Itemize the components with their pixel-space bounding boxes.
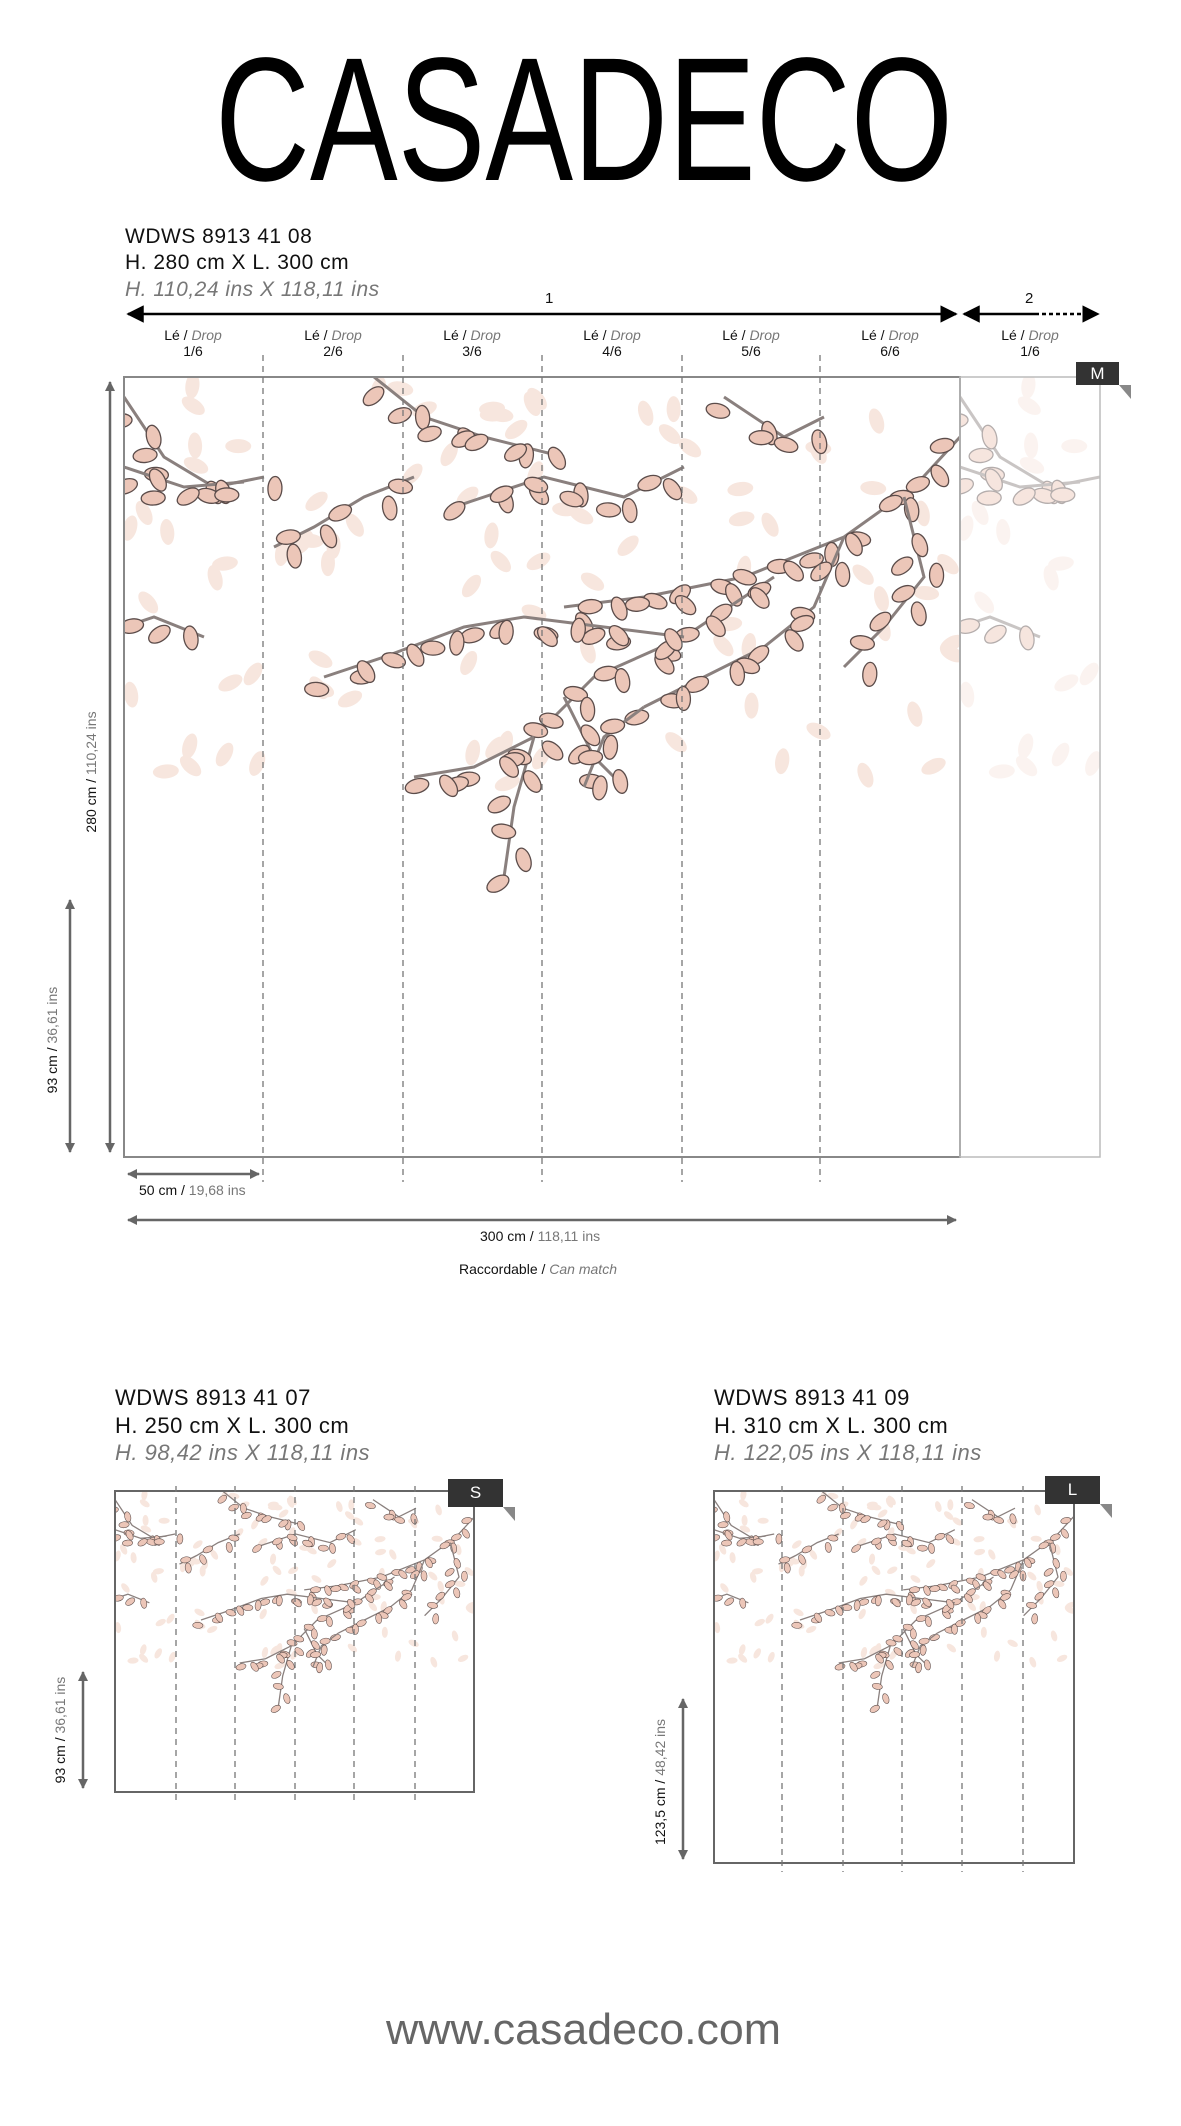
small-repeat-label: 93 cm / 36,61 ins	[52, 1676, 68, 1784]
product-code: WDWS 8913 41 07	[115, 1385, 311, 1410]
large-panel-foliage	[714, 1491, 1074, 1715]
dimensions-ins: H. 110,24 ins X 118,11 ins	[125, 277, 380, 301]
large-repeat-label: 123,5 cm / 48,42 ins	[652, 1718, 668, 1846]
dimensions-ins: H. 98,42 ins X 118,11 ins	[115, 1440, 371, 1465]
product-code: WDWS 8913 41 09	[714, 1385, 910, 1410]
main-spec: WDWS 8913 41 08 H. 280 cm X L. 300 cm H.…	[125, 224, 380, 303]
main-panel-foliage	[124, 377, 1100, 898]
size-badge-m: M	[1076, 362, 1131, 399]
brand-logo: CASADECO	[215, 22, 953, 218]
repeat-label-1: 1	[545, 290, 554, 307]
drop-label: Lé / Drop 1/6	[1001, 327, 1059, 359]
dimensions-cm: H. 250 cm X L. 300 cm	[115, 1412, 350, 1438]
pattern-repeat-label: 93 cm / 36,61 ins	[44, 986, 60, 1094]
drop-lines	[262, 355, 821, 1182]
large-panel-frame	[713, 1490, 1075, 1864]
small-panel-foliage	[115, 1491, 474, 1715]
drop-label: Lé / Drop 4/6	[583, 327, 641, 359]
product-code: WDWS 8913 41 08	[125, 225, 313, 248]
large-spec: WDWS 8913 41 09 H. 310 cm X L. 300 cm H.…	[714, 1384, 982, 1467]
small-spec: WDWS 8913 41 07 H. 250 cm X L. 300 cm H.…	[115, 1384, 370, 1467]
drop-label: Lé / Drop 2/6	[304, 327, 362, 359]
drop-label: Lé / Drop 6/6	[861, 327, 919, 359]
height-label: 280 cm / 110,24 ins	[83, 711, 99, 833]
repeat-label-2: 2	[1025, 290, 1034, 307]
drop-label: Lé / Drop 3/6	[443, 327, 501, 359]
website-url: www.casadeco.com	[385, 2005, 781, 2054]
dimensions-cm: H. 280 cm X L. 300 cm	[125, 251, 350, 275]
size-badge-s: S	[448, 1479, 515, 1521]
total-width-label: 300 cm / 118,11 ins	[480, 1228, 601, 1244]
size-badge-l: L	[1045, 1476, 1112, 1518]
drop-label: Lé / Drop 1/6	[164, 327, 222, 359]
next-drop-frame	[959, 376, 1101, 1158]
match-label: Raccordable / Can match	[459, 1261, 617, 1277]
dimensions-ins: H. 122,05 ins X 118,11 ins	[714, 1440, 982, 1465]
drop-width-label: 50 cm / 19,68 ins	[139, 1182, 246, 1198]
drop-label: Lé / Drop 5/6	[722, 327, 780, 359]
dimensions-cm: H. 310 cm X L. 300 cm	[714, 1412, 949, 1438]
